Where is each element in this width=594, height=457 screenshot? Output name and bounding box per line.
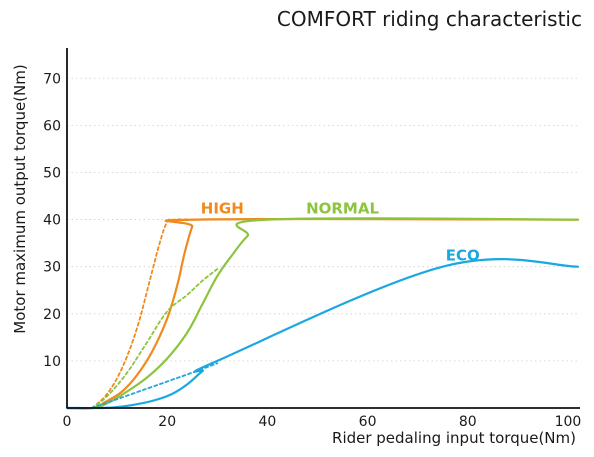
y-tick-labels: 10 20 30 40 50 60 70 [43,71,61,370]
eco-curve [65,258,580,410]
x-tick-label: 40 [258,414,276,430]
y-tick-label: 40 [43,213,61,229]
high-curve-dashed [91,218,199,409]
high-label: HIGH [201,200,244,218]
y-tick-label: 20 [43,307,61,323]
plot-area [65,217,580,410]
normal-curve-dashed [91,268,219,409]
x-tick-label: 80 [459,414,477,430]
y-tick-label: 50 [43,165,61,181]
eco-curve-dashed [91,362,219,409]
chart-title: COMFORT riding characteristic [277,7,582,31]
x-tick-label: 60 [359,414,377,430]
y-tick-label: 10 [43,354,61,370]
y-tick-label: 30 [43,260,61,276]
eco-label: ECO [446,247,480,265]
x-tick-label: 0 [63,414,72,430]
y-axis-label: Motor maximum output torque(Nm) [11,64,29,333]
x-tick-label: 100 [555,414,582,430]
x-tick-label: 20 [158,414,176,430]
series-labels: HIGH NORMAL ECO [201,200,480,265]
y-tick-label: 60 [43,118,61,134]
x-tick-labels: 0 20 40 60 80 100 [63,414,582,430]
y-tick-label: 70 [43,71,61,87]
normal-label: NORMAL [306,200,379,218]
x-axis-label: Rider pedaling input torque(Nm) [332,429,576,447]
